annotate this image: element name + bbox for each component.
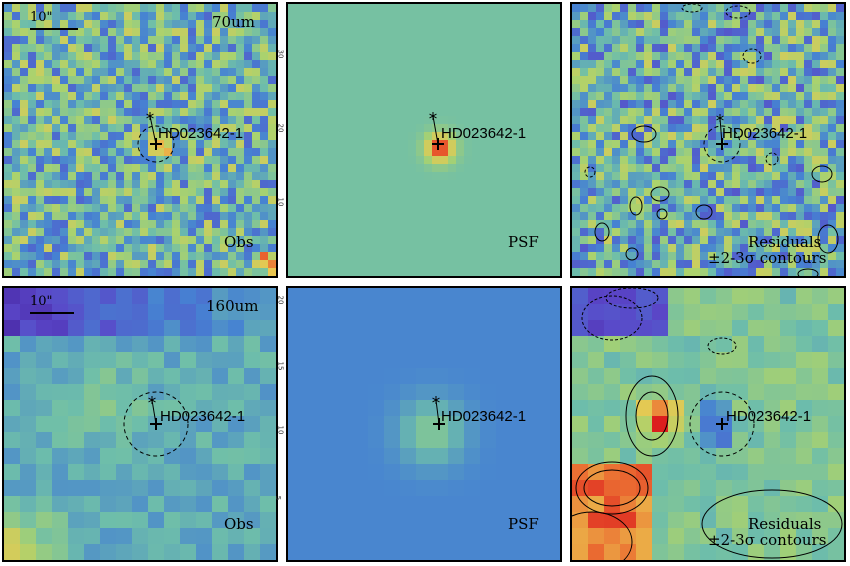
source-label-160um-obs: HD023642-1 <box>160 408 246 425</box>
source-label-70um-obs: HD023642-1 <box>158 125 244 142</box>
residual-contour-70 <box>650 186 670 202</box>
star-ray-160-psf <box>435 397 440 401</box>
residual-contour-70 <box>811 165 833 183</box>
tick-70um-b: 20 <box>276 123 285 133</box>
panel-label-70um-residual-1: Residuals <box>748 233 822 251</box>
star-ray-160-psf <box>432 399 437 403</box>
source-label-70um-residual: HD023642-1 <box>722 125 808 142</box>
residual-contour-70 <box>656 208 668 220</box>
star-ray-70-res <box>719 115 724 119</box>
star-ray-70-psf <box>429 113 434 117</box>
star-ray-160-psf <box>435 399 440 403</box>
residual-contour-70 <box>797 268 819 276</box>
scale-bar-label-160um: 10" <box>30 294 53 309</box>
overlay-70um-obs <box>137 112 175 163</box>
residual-contour-neg-70 <box>681 4 703 13</box>
panel-160um-obs <box>2 286 278 562</box>
image-160um-residual <box>572 288 844 560</box>
panel-70um-obs <box>2 2 278 278</box>
star-ray-70-psf <box>432 113 437 117</box>
overlay-70um-residual <box>584 4 839 276</box>
source-label-160um-psf: HD023642-1 <box>441 408 527 425</box>
star-ray-70-psf <box>432 115 437 119</box>
source-label-160um-residual: HD023642-1 <box>726 408 812 425</box>
tick-70um-c: 10 <box>276 197 285 207</box>
scale-bar-label-70um: 10" <box>30 10 53 25</box>
panel-label-70um-residual-2: ±2-3σ contours <box>708 249 827 267</box>
image-70um-psf <box>288 4 560 276</box>
tick-160um-c: 10 <box>276 425 285 435</box>
star-ray-160-obs <box>151 399 156 403</box>
star-ray-70-obs <box>146 115 151 119</box>
panel-160um-psf <box>286 286 562 562</box>
overlay-160um-psf <box>432 396 445 430</box>
residual-contour-neg-70 <box>725 5 751 19</box>
image-70um-obs <box>4 4 276 276</box>
residual-contour-160 <box>701 489 843 559</box>
scale-bar-160um <box>30 312 74 314</box>
aperture-circle-70-obs <box>137 125 175 163</box>
image-160um-psf <box>288 288 560 560</box>
band-label-160um: 160um <box>206 297 259 315</box>
residual-contour-160 <box>572 511 633 560</box>
image-70um-residual <box>572 4 844 276</box>
residual-contour-160 <box>575 461 649 515</box>
residual-contour-70 <box>625 247 639 261</box>
panel-70um-psf <box>286 2 562 278</box>
residual-contour-neg-160 <box>581 295 643 341</box>
star-ray-70-obs <box>149 113 154 117</box>
residual-contour-70 <box>594 222 610 242</box>
residual-contour-neg-70 <box>742 48 762 64</box>
residual-contour-160 <box>635 391 669 441</box>
tick-160um-b: 15 <box>276 361 285 371</box>
panel-label-70um-obs: Obs <box>224 233 254 251</box>
panel-160um-residual <box>570 286 846 562</box>
star-ray-70-res <box>716 115 721 119</box>
scale-bar-70um <box>30 28 78 30</box>
aperture-circle-70-res <box>703 125 741 163</box>
residual-contour-70 <box>817 224 839 254</box>
residual-contour-neg-70 <box>584 166 596 178</box>
source-label-70um-psf: HD023642-1 <box>441 125 527 142</box>
panel-label-160um-psf: PSF <box>508 515 539 533</box>
residual-contour-70 <box>629 196 643 216</box>
panel-label-70um-psf: PSF <box>508 233 539 251</box>
residual-contour-70 <box>631 125 657 143</box>
residual-contour-70 <box>695 204 713 220</box>
aperture-circle-160-res <box>689 391 755 457</box>
residual-contour-160 <box>625 375 679 457</box>
overlay-70um-psf <box>429 112 444 150</box>
star-ray-160-obs <box>151 397 156 401</box>
star-ray-70-res <box>719 117 724 121</box>
tick-70um-a: 30 <box>276 49 285 59</box>
residual-contour-neg-160 <box>605 288 659 309</box>
star-ray-70-res <box>716 117 721 121</box>
overlay-160um-residual <box>572 288 843 560</box>
panel-label-160um-residual-1: Residuals <box>748 515 822 533</box>
band-label-70um: 70um <box>212 13 255 31</box>
residual-contour-neg-70 <box>765 152 779 166</box>
star-ray-160-psf <box>432 397 437 401</box>
star-ray-160-obs <box>148 399 153 403</box>
panel-label-160um-obs: Obs <box>224 515 254 533</box>
star-ray-160-obs <box>148 397 153 401</box>
tick-160um-a: 20 <box>276 295 285 305</box>
aperture-circle-160-obs <box>123 391 189 457</box>
overlay-160um-obs <box>123 391 189 457</box>
star-ray-70-obs <box>146 113 151 117</box>
tick-160um-d: 5 <box>274 495 283 501</box>
residual-contour-neg-160 <box>707 337 737 355</box>
image-160um-obs <box>4 288 276 560</box>
panel-label-160um-residual-2: ±2-3σ contours <box>708 531 827 549</box>
panel-70um-residual <box>570 2 846 278</box>
star-ray-70-psf <box>429 115 434 119</box>
residual-contour-160 <box>583 469 641 507</box>
star-ray-70-obs <box>149 115 154 119</box>
